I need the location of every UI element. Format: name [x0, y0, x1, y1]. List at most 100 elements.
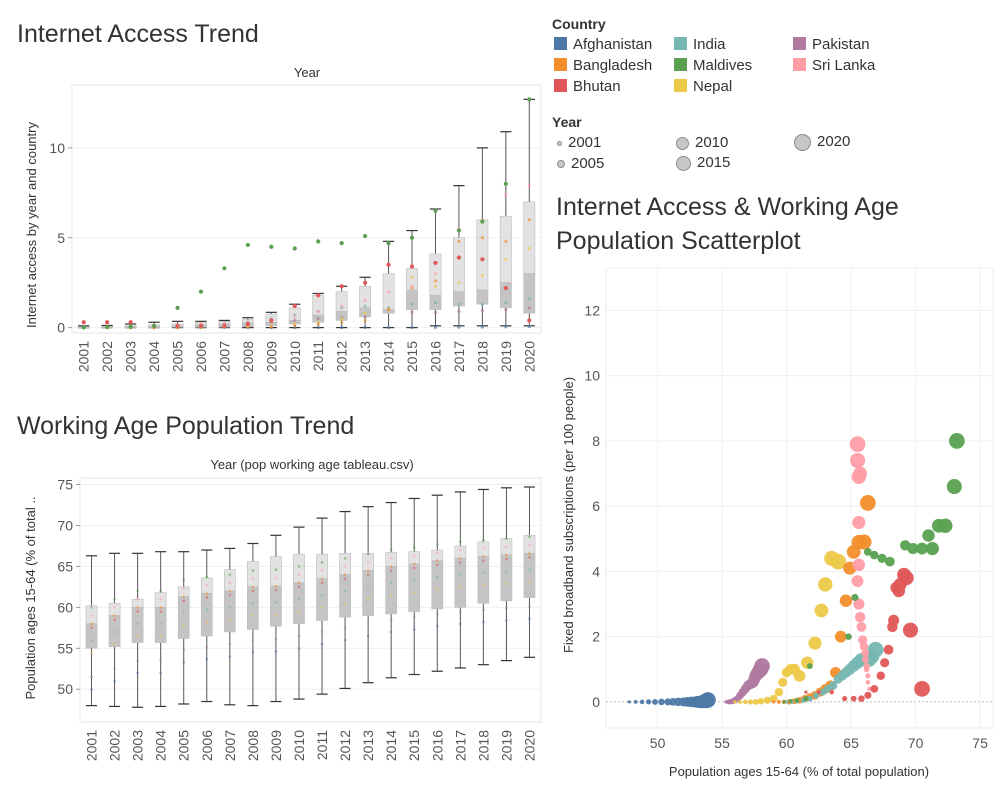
- x-tick-label: 2016: [429, 730, 445, 761]
- legend-item-label: India: [693, 36, 726, 53]
- data-point-nepal: [528, 580, 531, 584]
- legend-item-afghanistan[interactable]: Afghanistan: [554, 36, 652, 53]
- legend-size-2005[interactable]: 2005: [557, 155, 604, 172]
- data-point-bangladesh: [228, 589, 232, 593]
- legend-swatch: [674, 37, 687, 50]
- data-point-nepal: [113, 642, 116, 646]
- data-point-nepal: [482, 583, 485, 587]
- data-point-pakistan: [504, 308, 508, 312]
- box-upper: [499, 215, 512, 283]
- data-point-maldives: [528, 535, 531, 539]
- data-point-pakistan: [320, 630, 324, 634]
- data-point-pakistan: [389, 618, 393, 621]
- data-point-bangladesh: [856, 534, 872, 550]
- data-point-bangladesh: [316, 322, 320, 326]
- data-point-bhutan: [902, 622, 918, 638]
- data-point-maldives: [922, 529, 935, 542]
- data-point-sri-lanka: [386, 290, 391, 294]
- x-tick-label: 2007: [216, 341, 232, 372]
- data-point-sri-lanka: [852, 558, 866, 572]
- legend-size-2020[interactable]: 2020: [794, 133, 850, 151]
- scatterplot: Fixed broadband subscriptions (per 100 p…: [561, 267, 994, 779]
- legend-item-label: Nepal: [693, 78, 733, 95]
- x-tick-label: 2003: [123, 341, 139, 372]
- data-point-maldives: [81, 325, 86, 330]
- legend-size-2001[interactable]: 2001: [557, 134, 601, 151]
- data-point-bhutan: [503, 285, 508, 291]
- legend-item-nepal[interactable]: Nepal: [674, 78, 732, 95]
- data-point-bhutan: [914, 680, 930, 697]
- x-tick-label: 2013: [360, 730, 376, 761]
- data-point-bangladesh: [772, 700, 776, 704]
- data-point-nepal: [412, 591, 416, 594]
- legend-item-maldives[interactable]: Maldives: [674, 57, 752, 74]
- legend-item-pakistan[interactable]: Pakistan: [793, 36, 870, 53]
- data-point-sri-lanka: [858, 635, 868, 645]
- data-point-nepal: [410, 275, 414, 279]
- data-point-afghanistan: [482, 620, 485, 624]
- data-point-sri-lanka: [113, 606, 116, 609]
- data-point-maldives: [782, 700, 786, 704]
- data-point-bangladesh: [293, 324, 297, 328]
- data-point-bhutan: [816, 690, 821, 695]
- data-point-nepal: [743, 699, 748, 705]
- data-point-maldives: [245, 242, 250, 248]
- data-point-sri-lanka: [861, 655, 869, 664]
- data-point-maldives: [159, 589, 162, 593]
- data-point-bhutan: [505, 557, 508, 561]
- box-lower: [293, 582, 305, 625]
- data-point-bhutan: [274, 588, 278, 592]
- data-point-nepal: [297, 610, 301, 613]
- legend-size-2015[interactable]: 2015: [676, 154, 730, 171]
- box-upper: [108, 602, 121, 616]
- legend-item-sri-lanka[interactable]: Sri Lanka: [793, 57, 875, 74]
- data-point-maldives: [938, 518, 953, 533]
- box-lower: [270, 585, 282, 627]
- legend-item-bangladesh[interactable]: Bangladesh: [554, 57, 652, 74]
- data-point-sri-lanka: [435, 551, 439, 554]
- legend-item-india[interactable]: India: [674, 36, 726, 53]
- data-point-sri-lanka: [851, 469, 867, 485]
- legend-item-bhutan[interactable]: Bhutan: [554, 78, 621, 95]
- box-lower: [247, 586, 259, 630]
- data-point-bangladesh: [527, 218, 531, 222]
- data-point-sri-lanka: [863, 662, 870, 670]
- data-point-nepal: [343, 601, 347, 605]
- legend-panel: Country Afghanistan Bangladesh Bhutan In…: [552, 14, 992, 184]
- scatter-title-line2: Population Scatterplot: [556, 227, 801, 255]
- data-point-afghanistan: [412, 628, 416, 631]
- y-tick-label: 6: [592, 498, 600, 514]
- x-tick-label: 2017: [451, 341, 467, 372]
- data-point-bangladesh: [320, 577, 324, 581]
- legend-item-label: Maldives: [693, 57, 753, 74]
- data-point-pakistan: [527, 306, 531, 310]
- data-point-maldives: [343, 556, 347, 560]
- x-tick-label: 2005: [170, 341, 186, 372]
- data-point-afghanistan: [658, 698, 665, 706]
- data-point-bhutan: [459, 561, 462, 564]
- data-point-india: [828, 681, 838, 690]
- data-point-afghanistan: [435, 624, 439, 628]
- data-point-maldives: [297, 565, 301, 568]
- x-tick-label: 2008: [245, 730, 261, 761]
- data-point-bhutan: [222, 323, 227, 328]
- data-point-maldives: [228, 573, 232, 576]
- data-point-pakistan: [459, 610, 462, 613]
- data-point-bangladesh: [251, 585, 255, 589]
- chart2-y-axis-label: Population ages 15-64 (% of total ..: [23, 496, 38, 699]
- data-point-bhutan: [159, 610, 162, 613]
- data-point-bangladesh: [205, 592, 209, 595]
- data-point-maldives: [870, 550, 879, 560]
- data-point-sri-lanka: [320, 569, 324, 572]
- box-lower: [452, 291, 465, 307]
- data-point-afghanistan: [410, 326, 414, 330]
- data-point-sri-lanka: [205, 583, 209, 587]
- legend-size-2010[interactable]: 2010: [676, 134, 728, 151]
- data-point-sri-lanka: [861, 649, 870, 657]
- data-point-afghanistan: [652, 698, 658, 705]
- legend-size-label: 2005: [571, 155, 605, 172]
- data-point-india: [343, 589, 347, 593]
- data-point-maldives: [907, 543, 919, 555]
- data-point-maldives: [794, 698, 800, 703]
- data-point-bhutan: [245, 321, 250, 327]
